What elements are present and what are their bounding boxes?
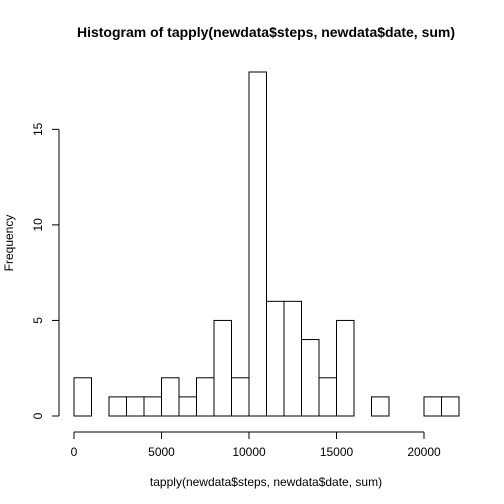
histogram-bar-8 bbox=[213, 319, 232, 417]
x-tick-label-4: 20000 bbox=[407, 445, 441, 459]
histogram-bar-14 bbox=[318, 377, 337, 417]
x-tick-label-0: 0 bbox=[71, 445, 78, 459]
x-tick-label-1: 5000 bbox=[148, 445, 175, 459]
histogram-bar-17 bbox=[371, 396, 390, 417]
histogram-bar-12 bbox=[283, 300, 302, 417]
histogram-bar-0 bbox=[73, 377, 92, 417]
x-tick-label-2: 10000 bbox=[232, 445, 266, 459]
histogram-bar-2 bbox=[108, 396, 127, 417]
histogram-bar-9 bbox=[231, 377, 250, 417]
y-tick-label-3: 15 bbox=[31, 122, 45, 136]
y-axis-label: Frequency bbox=[2, 215, 16, 272]
histogram-bar-4 bbox=[143, 396, 162, 417]
histogram-bar-11 bbox=[266, 300, 285, 417]
y-tick-label-2: 10 bbox=[31, 218, 45, 232]
x-axis-label: tapply(newdata$steps, newdata$date, sum) bbox=[150, 475, 382, 489]
x-tick-label-3: 15000 bbox=[320, 445, 354, 459]
y-tick-label-1: 5 bbox=[31, 317, 45, 324]
y-axis: 0 5 10 15 bbox=[31, 122, 60, 419]
chart-title: Histogram of tapply(newdata$steps, newda… bbox=[77, 24, 455, 40]
histogram-bar-15 bbox=[336, 319, 355, 417]
x-axis: 0 5000 10000 15000 20000 bbox=[71, 431, 441, 459]
histogram-bar-21 bbox=[441, 396, 460, 417]
histogram-bar-13 bbox=[301, 339, 320, 417]
histogram-bar-10 bbox=[248, 71, 267, 417]
histogram-bar-5 bbox=[161, 377, 180, 417]
histogram-bar-7 bbox=[196, 377, 215, 417]
histogram-bar-3 bbox=[126, 396, 145, 417]
histogram-bars bbox=[73, 71, 460, 417]
y-tick-label-0: 0 bbox=[31, 412, 45, 419]
histogram-bar-6 bbox=[178, 396, 197, 417]
histogram-bar-20 bbox=[423, 396, 442, 417]
